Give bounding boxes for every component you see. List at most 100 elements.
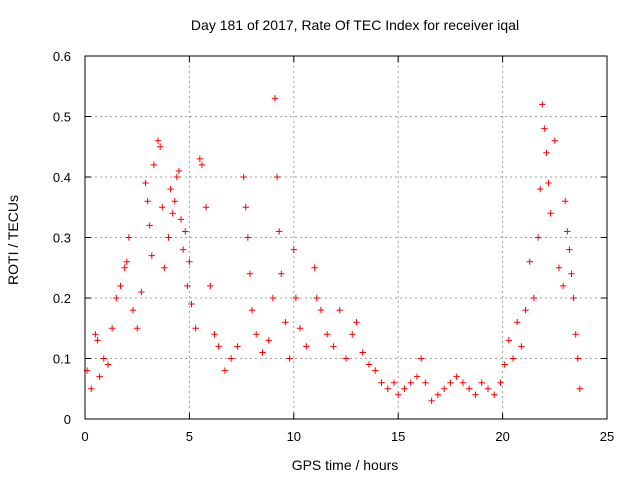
data-point	[94, 337, 101, 344]
data-point	[248, 306, 256, 314]
data-point	[125, 234, 133, 241]
data-point	[188, 300, 195, 308]
data-point	[129, 306, 137, 314]
data-point	[478, 379, 485, 386]
data-point	[117, 282, 124, 290]
x-tick-label: 20	[495, 429, 509, 444]
data-point	[221, 367, 229, 374]
data-point	[242, 204, 249, 211]
data-point	[505, 337, 513, 344]
data-point	[545, 179, 552, 187]
chart-title: Day 181 of 2017, Rate Of TEC Index for r…	[191, 17, 519, 33]
data-point	[465, 385, 473, 392]
data-point	[413, 373, 421, 380]
data-point	[215, 343, 222, 350]
data-point	[472, 391, 479, 398]
data-point	[179, 246, 187, 253]
data-point	[547, 210, 554, 217]
data-point	[269, 294, 277, 302]
data-point	[428, 397, 435, 405]
data-point	[311, 264, 318, 271]
data-point	[173, 173, 181, 181]
data-point	[282, 319, 289, 326]
data-point	[227, 355, 235, 362]
x-tick-label: 25	[600, 429, 614, 444]
data-point	[123, 258, 130, 265]
y-axis-title: ROTI / TECUs	[5, 195, 21, 285]
data-point	[96, 373, 103, 380]
data-point	[390, 379, 398, 386]
data-point	[417, 355, 425, 362]
data-point	[497, 379, 504, 386]
data-point	[142, 179, 149, 187]
data-point	[265, 337, 272, 344]
data-point	[290, 246, 297, 253]
data-point	[576, 385, 584, 392]
data-point	[484, 385, 492, 392]
data-point	[275, 228, 283, 235]
data-point	[196, 155, 204, 163]
data-point	[108, 325, 116, 332]
data-point	[161, 264, 168, 271]
data-point	[459, 379, 467, 386]
data-point	[171, 198, 178, 205]
data-point	[541, 125, 548, 132]
data-point	[572, 331, 579, 338]
data-point	[296, 325, 304, 332]
data-point	[562, 198, 569, 205]
data-point	[401, 385, 408, 392]
data-point	[543, 149, 550, 156]
data-point	[121, 264, 128, 271]
y-tick-label: 0.5	[53, 110, 71, 125]
data-point	[167, 185, 174, 193]
x-tick-label: 0	[81, 429, 88, 444]
data-point	[407, 379, 414, 386]
data-point	[138, 288, 145, 296]
data-point	[154, 137, 162, 144]
data-point	[92, 331, 99, 338]
data-point	[273, 173, 281, 181]
data-point	[159, 204, 166, 211]
x-tick-label: 10	[287, 429, 301, 444]
data-point	[100, 355, 107, 362]
data-point	[177, 216, 185, 223]
data-point	[244, 234, 252, 241]
data-point	[395, 391, 402, 398]
data-point	[539, 101, 546, 108]
data-point	[566, 246, 573, 253]
data-point	[198, 161, 206, 169]
data-point	[313, 294, 320, 302]
data-point	[526, 258, 533, 265]
data-point	[536, 185, 544, 193]
x-axis-title: GPS time / hours	[292, 457, 399, 473]
data-point	[146, 222, 153, 229]
data-point	[144, 198, 151, 205]
data-point	[555, 264, 563, 271]
data-point	[175, 167, 183, 175]
data-point	[422, 379, 429, 386]
y-tick-label: 0.3	[53, 231, 71, 246]
data-point	[509, 355, 517, 362]
data-point	[278, 270, 285, 277]
data-point	[165, 234, 172, 241]
data-point	[207, 282, 214, 290]
y-tick-label: 0.4	[53, 170, 71, 185]
data-point	[570, 294, 577, 302]
data-point	[240, 173, 247, 181]
data-point	[349, 331, 356, 338]
data-point	[372, 367, 379, 374]
x-tick-label: 5	[186, 429, 193, 444]
data-points	[83, 95, 584, 405]
data-point	[353, 319, 360, 326]
data-point	[518, 343, 525, 350]
data-point	[384, 385, 391, 392]
data-point	[501, 361, 508, 368]
data-point	[182, 228, 189, 235]
data-point	[156, 143, 164, 150]
data-point	[303, 343, 310, 350]
data-point	[359, 349, 366, 356]
data-point	[246, 270, 254, 277]
data-point	[434, 391, 442, 398]
